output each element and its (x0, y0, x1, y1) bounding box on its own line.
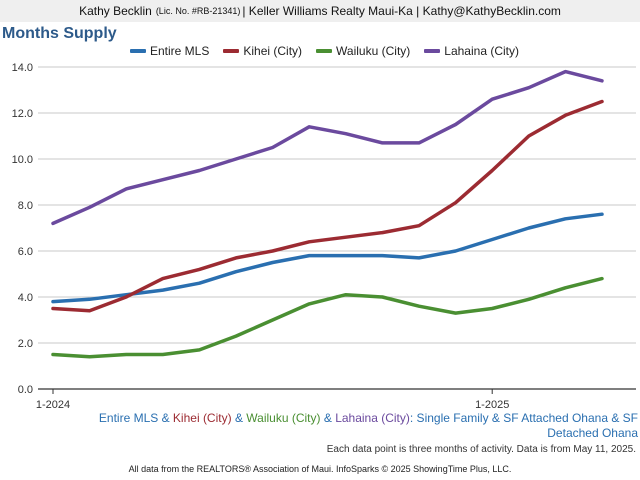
legend-swatch-kihei (223, 49, 240, 53)
y-tick-label: 10.0 (12, 154, 33, 166)
legend-swatch-entire-mls (130, 49, 146, 53)
y-tick-label: 4.0 (18, 292, 33, 304)
caption-sep: & (158, 411, 173, 425)
series-line-kihei-city (51, 99, 604, 313)
footnote: Each data point is three months of activ… (326, 444, 636, 455)
series-line-entire-mls (51, 212, 604, 304)
chart-caption: Entire MLS & Kihei (City) & Wailuku (Cit… (78, 411, 638, 441)
axes: 0.0 2.0 4.0 6.0 8.0 10.0 12.0 14.0 1-2024 1-2025 (12, 62, 510, 411)
x-tick-label: 1-2025 (475, 399, 509, 411)
caption-kihei: Kihei (City) (172, 411, 232, 425)
caption-entire-mls: Entire MLS (98, 411, 159, 425)
chart-title: Months Supply (2, 25, 117, 42)
y-tick-label: 12.0 (12, 108, 33, 120)
agent-name: Kathy Becklin (79, 4, 152, 18)
caption-sep: & (231, 411, 247, 425)
series-line-lahaina-city (51, 69, 604, 226)
legend-entire-mls: Entire MLS (130, 44, 209, 58)
legend-swatch-wailuku (316, 49, 333, 53)
caption-wailuku: Wailuku (City) (246, 411, 321, 425)
legend-label-kihei: Kihei (City) (243, 44, 303, 58)
series-line-wailuku-city (51, 276, 604, 359)
legend-label-entire-mls: Entire MLS (150, 44, 210, 58)
header-bar: Kathy Becklin (Lic. No. #RB-21341) | Kel… (0, 0, 640, 22)
y-tick-label: 6.0 (18, 246, 33, 258)
y-tick-label: 2.0 (18, 338, 33, 350)
legend-kihei: Kihei (City) (223, 44, 302, 58)
license-number: (Lic. No. #RB-21341) (155, 6, 241, 16)
caption-property-types: : Single Family & SF Attached Ohana & SF… (409, 411, 638, 440)
caption-lahaina: Lahaina (City) (335, 411, 410, 425)
y-tick-label: 8.0 (18, 200, 33, 212)
y-tick-label: 0.0 (18, 384, 33, 396)
source-credit: All data from the REALTORS® Association … (128, 464, 512, 474)
gridlines (38, 66, 636, 390)
x-tick-label: 1-2024 (36, 399, 70, 411)
series-lines (51, 69, 604, 359)
legend-label-wailuku: Wailuku (City) (336, 44, 411, 58)
chart-legend: Entire MLS Kihei (City) Wailuku (City) L… (130, 44, 533, 58)
legend-lahaina: Lahaina (City) (424, 44, 519, 58)
legend-label-lahaina: Lahaina (City) (444, 44, 519, 58)
legend-swatch-lahaina (424, 49, 441, 53)
caption-sep: & (320, 411, 336, 425)
legend-wailuku: Wailuku (City) (316, 44, 410, 58)
y-tick-label: 14.0 (12, 62, 33, 74)
agent-contact: | Keller Williams Realty Maui-Ka | Kathy… (242, 4, 561, 18)
